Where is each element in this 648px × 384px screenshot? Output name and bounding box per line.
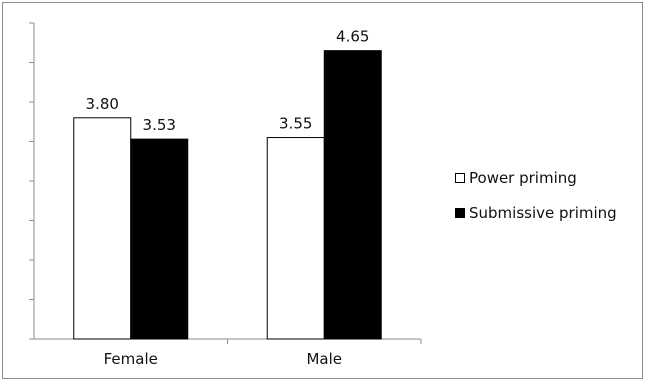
legend: Power priming Submissive priming xyxy=(455,168,617,238)
legend-item-power-priming: Power priming xyxy=(455,168,617,188)
category-label-female: Female xyxy=(104,350,158,368)
data-label: 3.80 xyxy=(86,95,119,113)
bar-power-priming-female xyxy=(73,117,132,340)
legend-swatch-submissive-priming xyxy=(455,208,465,218)
category-label-male: Male xyxy=(306,350,342,368)
data-label: 4.65 xyxy=(336,28,369,46)
bar-submissive-priming-male xyxy=(323,50,382,340)
legend-label-power-priming: Power priming xyxy=(469,169,577,187)
bar-submissive-priming-female xyxy=(130,138,189,340)
data-label: 3.53 xyxy=(143,116,176,134)
legend-swatch-power-priming xyxy=(455,173,465,183)
bars xyxy=(73,50,382,340)
bar-power-priming-male xyxy=(266,137,325,340)
category-labels: Female Male xyxy=(104,350,342,368)
data-labels: 3.80 3.53 3.55 4.65 xyxy=(86,28,370,134)
legend-label-submissive-priming: Submissive priming xyxy=(469,204,617,222)
legend-item-submissive-priming: Submissive priming xyxy=(455,203,617,223)
data-label: 3.55 xyxy=(279,115,312,133)
